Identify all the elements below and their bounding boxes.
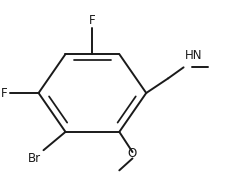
Text: HN: HN — [184, 49, 201, 62]
Text: Br: Br — [28, 152, 41, 165]
Text: O: O — [127, 147, 136, 160]
Text: F: F — [1, 86, 8, 100]
Text: F: F — [89, 14, 95, 27]
